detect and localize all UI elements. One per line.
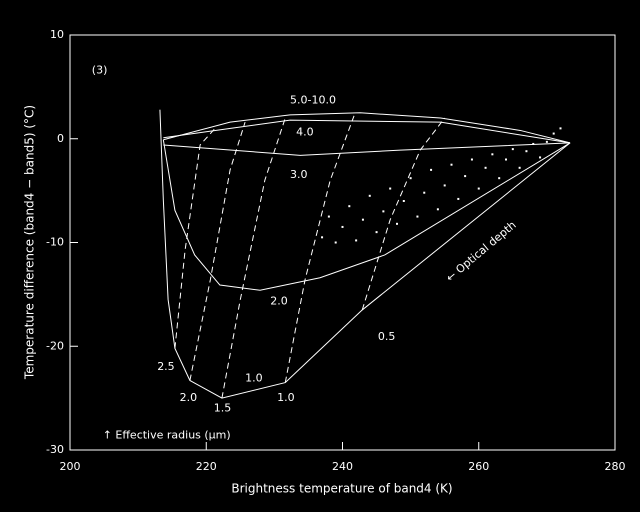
x-tick-label: 280	[605, 460, 626, 473]
x-axis-label: Brightness temperature of band4 (K)	[231, 482, 452, 496]
y-tick-label: 0	[57, 132, 64, 145]
y-tick-label: 10	[50, 28, 64, 41]
x-tick-label: 200	[60, 460, 81, 473]
scatter-point	[545, 140, 548, 143]
scatter-point	[368, 194, 371, 197]
optical-depth-line	[189, 122, 246, 381]
annotation: 0.5	[378, 330, 396, 343]
y-axis-label: Temperature difference (band4 − band5) (…	[23, 105, 37, 380]
scatter-point	[375, 231, 378, 234]
annotation: ↑ Effective radius (µm)	[103, 428, 231, 441]
scatter-point	[430, 168, 433, 171]
scatter-point	[402, 200, 405, 202]
annotation: 5.0-10.0	[290, 93, 336, 106]
annotation: 1.0	[277, 391, 295, 404]
radius-line	[159, 109, 571, 399]
scatter-point	[511, 148, 514, 151]
annotation: 1.5	[214, 402, 232, 415]
optical-depth-line	[284, 113, 356, 383]
scatter-point	[361, 218, 364, 221]
annotation: 1.0	[245, 371, 262, 384]
scatter-point	[498, 177, 501, 180]
scatter-point	[341, 225, 344, 228]
scatter-point	[416, 215, 419, 218]
y-tick-label: -10	[46, 236, 64, 249]
x-tick-label: 240	[332, 460, 353, 473]
radius-line	[163, 112, 571, 144]
y-tick-label: -30	[46, 443, 64, 456]
scatter-point	[464, 175, 467, 178]
scatter-point	[539, 156, 542, 159]
annotation: 3.0	[290, 168, 308, 181]
scatter-point	[457, 197, 460, 200]
radius-line	[163, 142, 571, 156]
optical-depth-line	[221, 117, 286, 399]
scatter-point	[477, 187, 480, 190]
scatter-point	[450, 163, 453, 166]
scatter-point	[355, 239, 358, 242]
scatter-point	[525, 150, 528, 153]
scatter-point	[327, 215, 330, 218]
radius-line	[162, 139, 571, 291]
scatter-point	[321, 236, 324, 239]
plot-frame	[69, 34, 616, 451]
scatter-point	[409, 177, 412, 180]
x-tick-label: 220	[196, 460, 217, 473]
scatter-point	[552, 132, 555, 135]
annotation: 2.0	[270, 295, 288, 308]
scatter-point	[389, 187, 392, 190]
scatter-point	[491, 153, 494, 156]
annotation: (3)	[92, 63, 108, 76]
scatter-point	[484, 166, 487, 169]
scatter-point	[443, 184, 446, 187]
scatter-point	[532, 142, 535, 145]
scatter-point	[382, 210, 385, 213]
scatter-point	[470, 158, 473, 161]
scatter-point	[518, 166, 521, 169]
scatter-point	[348, 205, 351, 208]
x-tick-label: 260	[468, 460, 489, 473]
scatter-point	[396, 222, 398, 225]
optical-depth-line	[174, 128, 216, 349]
y-tick-label: -20	[46, 339, 64, 352]
radius-line	[163, 119, 571, 144]
annotation: ← Optical depth	[444, 218, 519, 284]
scatter-point	[559, 127, 562, 130]
annotation: 2.0	[180, 391, 198, 404]
scatter-point	[334, 241, 337, 244]
scatter-point	[436, 208, 439, 211]
annotation: 2.5	[157, 360, 175, 373]
scatter-point	[505, 158, 507, 161]
annotation: 4.0	[296, 126, 314, 139]
scatter-point	[423, 191, 426, 194]
optical-depth-line	[361, 117, 446, 311]
